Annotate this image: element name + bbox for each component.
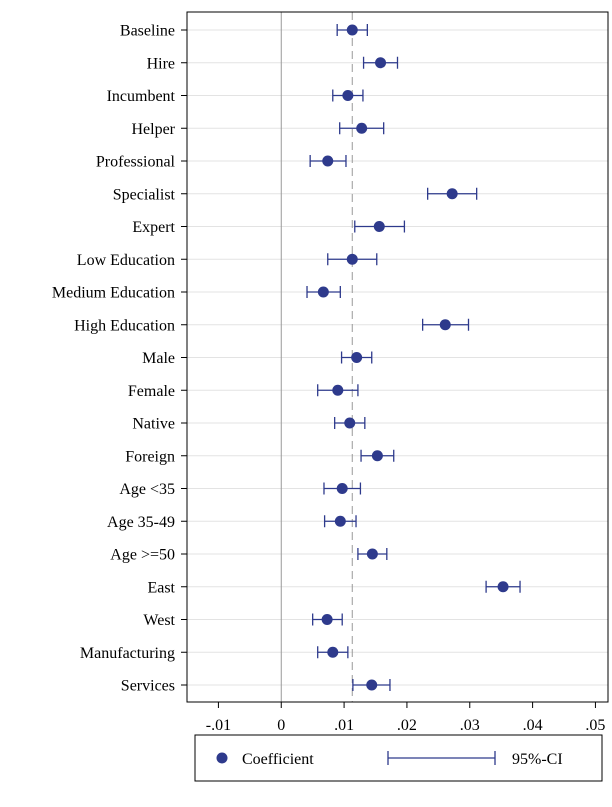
legend: Coefficient 95%-CI [194, 734, 603, 782]
x-tick-label: .05 [585, 717, 605, 734]
coefficient-point [332, 384, 344, 396]
coefficient-points [317, 24, 509, 691]
coefficient-point [366, 679, 378, 691]
coefficient-point [317, 286, 329, 298]
coefficient-point [321, 614, 333, 625]
coefficient-point [322, 155, 334, 167]
x-tick-label: .01 [334, 717, 354, 734]
legend-ci-label: 95%-CI [512, 751, 563, 768]
y-tick-label: Professional [96, 154, 176, 171]
y-tick-label: Services [121, 678, 175, 695]
coefficient-point [375, 57, 387, 69]
legend-coefficient-marker [216, 752, 228, 764]
y-tick-label: Age 35-49 [107, 514, 175, 531]
coefficient-point [346, 253, 358, 265]
ci-bars [306, 24, 521, 691]
y-tick-label: Incumbent [107, 88, 176, 105]
coefficient-point [334, 515, 346, 527]
y-tick-label: Specialist [113, 186, 176, 203]
y-tick-label: Male [142, 350, 175, 367]
y-tick-label: Female [128, 383, 175, 400]
x-tick-label: .04 [523, 717, 543, 734]
x-tick-label: -.01 [206, 717, 231, 734]
y-tick-label: Low Education [77, 252, 175, 269]
legend-ci-marker [387, 751, 496, 765]
coefficient-point [439, 319, 451, 331]
y-tick-label: Helper [131, 121, 175, 138]
y-tick-label: Expert [132, 219, 175, 236]
y-axis-labels: Baseline Hire Incumbent Helper Professional S… [52, 23, 187, 695]
coefficient-point [351, 352, 363, 363]
y-tick-label: Native [132, 416, 175, 433]
y-tick-label: West [143, 612, 175, 629]
coefficient-point [346, 24, 358, 36]
x-tick-label: 0 [277, 717, 285, 734]
coefficient-point [356, 122, 368, 134]
coefficient-point [497, 581, 509, 593]
y-tick-label: Foreign [125, 448, 175, 465]
coefficient-point [371, 450, 383, 462]
y-tick-label: Medium Education [52, 285, 175, 302]
coefficient-point [366, 548, 378, 560]
y-tick-label: Age >=50 [110, 547, 175, 564]
gridlines [187, 29, 608, 686]
y-tick-label: Age <35 [119, 481, 175, 498]
coefficient-point [327, 646, 339, 658]
y-tick-label: High Education [74, 317, 175, 334]
y-tick-label: Baseline [120, 23, 175, 40]
coefficient-point [446, 188, 458, 200]
legend-coefficient-label: Coefficient [242, 751, 314, 768]
x-axis-ticks: -.01 0 .01 .02 .03 .04 .05 [206, 702, 605, 734]
plot-frame [186, 11, 609, 703]
coefficient-point [373, 221, 385, 232]
coefficient-point [336, 483, 348, 494]
x-tick-label: .02 [397, 717, 417, 734]
y-tick-label: Manufacturing [80, 645, 175, 662]
y-tick-label: Hire [147, 55, 175, 72]
coefficient-point [344, 417, 356, 429]
coefficient-point [342, 90, 354, 101]
x-tick-label: .03 [460, 717, 480, 734]
y-tick-label: East [147, 579, 175, 596]
